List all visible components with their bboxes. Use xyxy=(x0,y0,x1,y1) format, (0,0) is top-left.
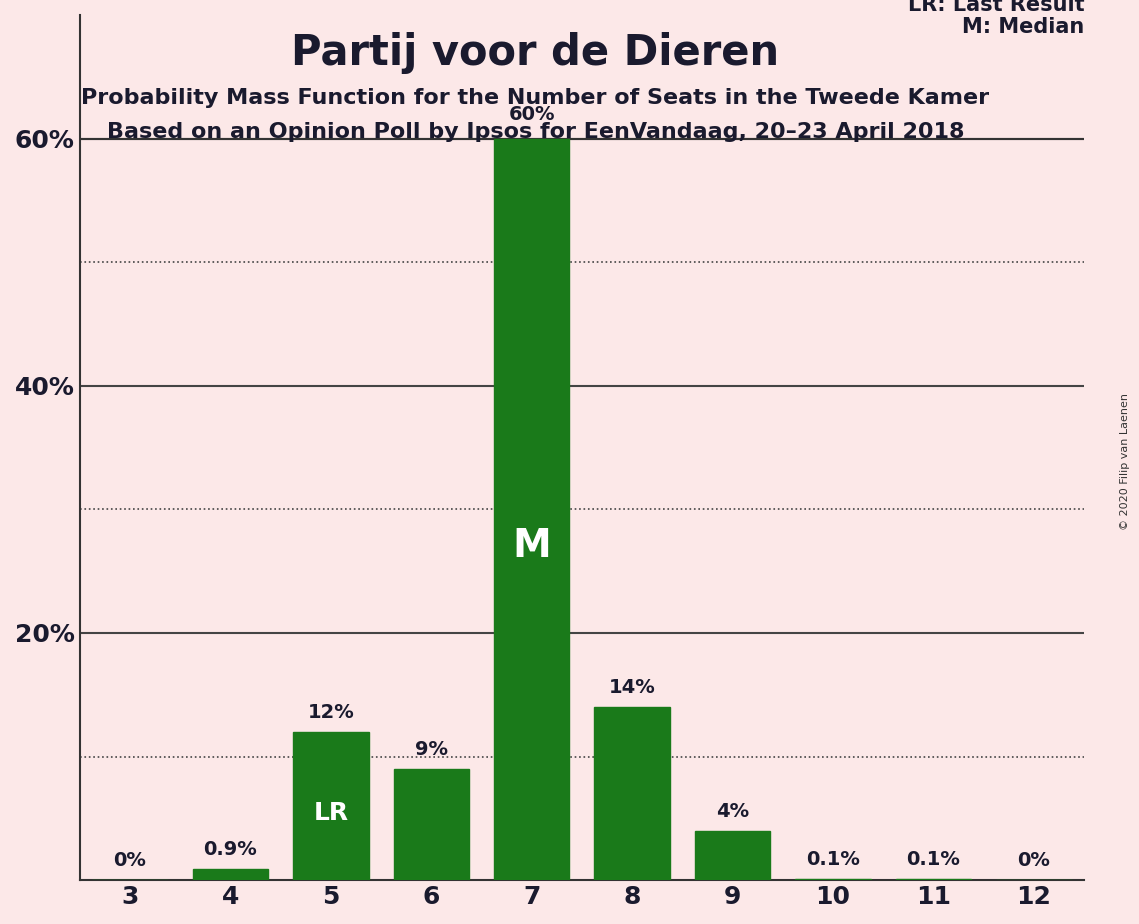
Text: © 2020 Filip van Laenen: © 2020 Filip van Laenen xyxy=(1121,394,1130,530)
Bar xyxy=(595,707,670,881)
Text: 0.9%: 0.9% xyxy=(204,840,257,859)
Text: Partij voor de Dieren: Partij voor de Dieren xyxy=(292,32,779,74)
Text: 9%: 9% xyxy=(415,740,448,759)
Text: M: Median: M: Median xyxy=(961,17,1084,37)
Text: 0%: 0% xyxy=(1017,851,1050,870)
Text: Probability Mass Function for the Number of Seats in the Tweede Kamer: Probability Mass Function for the Number… xyxy=(81,88,990,108)
Bar xyxy=(293,732,369,881)
Text: 12%: 12% xyxy=(308,703,354,722)
Text: 60%: 60% xyxy=(508,104,555,124)
Bar xyxy=(795,879,870,881)
Bar xyxy=(192,869,268,881)
Text: 14%: 14% xyxy=(608,678,656,698)
Bar xyxy=(494,139,570,881)
Text: LR: Last Result: LR: Last Result xyxy=(908,0,1084,15)
Text: 0.1%: 0.1% xyxy=(806,850,860,869)
Bar xyxy=(895,879,972,881)
Bar xyxy=(695,831,770,881)
Text: LR: LR xyxy=(313,801,349,825)
Text: M: M xyxy=(513,528,551,565)
Text: 0%: 0% xyxy=(114,851,147,870)
Text: 0.1%: 0.1% xyxy=(907,850,960,869)
Text: Based on an Opinion Poll by Ipsos for EenVandaag, 20–23 April 2018: Based on an Opinion Poll by Ipsos for Ee… xyxy=(107,122,964,142)
Bar xyxy=(394,769,469,881)
Text: 4%: 4% xyxy=(716,802,749,821)
